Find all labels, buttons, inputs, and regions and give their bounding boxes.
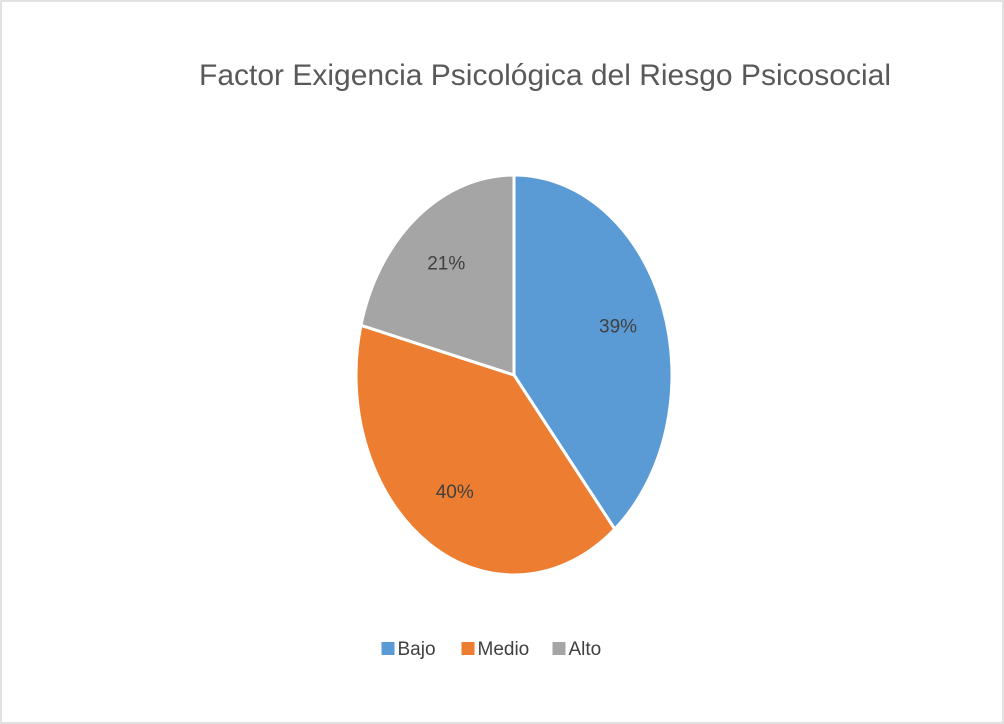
legend-label: Medio <box>478 639 530 660</box>
legend-swatch <box>382 642 395 655</box>
data-label: 21% <box>427 253 465 274</box>
legend-label: Bajo <box>398 639 436 660</box>
legend-label: Alto <box>569 639 602 660</box>
chart-title: Factor Exigencia Psicológica del Riesgo … <box>199 59 891 92</box>
legend-swatch <box>462 642 475 655</box>
page: {"chart_data": {"type": "pie", "title": … <box>0 0 1004 724</box>
legend-swatch <box>553 642 566 655</box>
data-label: 39% <box>599 317 637 338</box>
data-label: 40% <box>436 482 474 503</box>
chart: Factor Exigencia Psicológica del Riesgo … <box>0 0 1004 724</box>
